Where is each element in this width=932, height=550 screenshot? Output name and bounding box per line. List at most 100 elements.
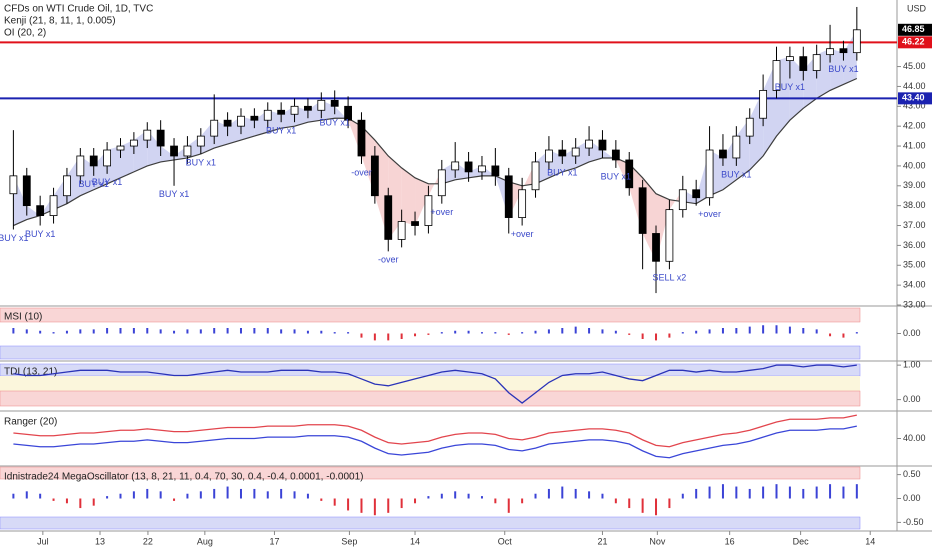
histogram-bar: [360, 498, 363, 513]
candle-body: [464, 161, 473, 173]
candle-body: [196, 135, 205, 147]
candle-body: [290, 105, 299, 115]
histogram-bar: [320, 330, 323, 334]
annotation: BUY x1: [186, 157, 216, 167]
histogram-bar: [293, 491, 296, 499]
y-tick-label: -0.50: [903, 517, 924, 527]
histogram-bar: [25, 491, 28, 499]
histogram-bar: [601, 493, 604, 499]
histogram-bar: [788, 486, 791, 499]
kenji-fill: [401, 167, 416, 226]
histogram-bar: [721, 328, 724, 334]
histogram-bar: [588, 491, 591, 499]
annotation: BUY x1: [320, 118, 350, 128]
histogram-bar: [360, 333, 363, 338]
histogram-bar: [199, 491, 202, 499]
histogram-bar: [735, 328, 738, 334]
y-tick-label: 39.00: [903, 180, 926, 190]
annotation: BUY x1: [828, 64, 858, 74]
histogram-bar: [146, 328, 149, 334]
indicator-title: Kenji (21, 8, 11, 1, 0.005): [4, 16, 116, 27]
histogram-bar: [614, 330, 617, 334]
candle-body: [799, 56, 808, 71]
histogram-bar: [494, 332, 497, 334]
candle-body: [585, 139, 593, 149]
candle-body: [665, 209, 674, 262]
histogram-bar: [92, 498, 95, 506]
candle-body: [437, 169, 446, 197]
pane-title: TDI (13, 21): [4, 367, 57, 378]
histogram-bar: [132, 328, 135, 334]
annotation: +over: [511, 229, 534, 239]
histogram-bar: [12, 493, 15, 499]
candle-body: [705, 149, 714, 199]
histogram-bar: [306, 493, 309, 499]
histogram-bar: [695, 330, 698, 334]
candle-body: [732, 135, 741, 159]
annotation: SELL x2: [653, 273, 687, 283]
candle-body: [652, 233, 660, 262]
y-tick-label: 42.00: [903, 121, 926, 131]
histogram-bar: [628, 498, 631, 509]
candle-body: [839, 48, 848, 54]
candle-body: [76, 155, 85, 177]
x-tick-label: Nov: [649, 536, 666, 546]
x-tick-label: Aug: [197, 536, 213, 546]
kenji-fill: [789, 56, 804, 121]
histogram-bar: [440, 332, 443, 334]
y-tick-label: 0.00: [903, 394, 921, 404]
histogram-bar: [333, 332, 336, 334]
histogram-bar: [668, 333, 671, 338]
x-tick-label: 17: [269, 536, 279, 546]
candle-body: [237, 115, 245, 127]
chart-title: CFDs on WTI Crude Oil, 1D, TVC: [4, 4, 153, 15]
histogram-bar: [534, 493, 537, 499]
candle-body: [370, 155, 379, 197]
histogram-bar: [521, 498, 524, 504]
histogram-bar: [159, 491, 162, 499]
annotation: BUY x1: [547, 167, 577, 177]
histogram-bar: [226, 328, 229, 334]
histogram-bar: [12, 328, 15, 334]
mega-lower-band: [0, 516, 861, 530]
level-label: 46.22: [902, 37, 925, 47]
candle-body: [571, 147, 580, 157]
histogram-bar: [547, 488, 550, 499]
histogram-bar: [400, 333, 403, 339]
candle-body: [625, 159, 634, 189]
candle-body: [545, 149, 553, 163]
histogram-bar: [507, 333, 510, 335]
candle-body: [183, 145, 192, 157]
histogram-bar: [106, 328, 109, 334]
histogram-bar: [748, 488, 751, 499]
histogram-bar: [829, 333, 832, 337]
histogram-bar: [347, 332, 350, 334]
candle-body: [63, 175, 71, 197]
histogram-bar: [213, 488, 216, 499]
histogram-bar: [173, 330, 176, 334]
histogram-bar: [614, 498, 617, 504]
histogram-bar: [788, 326, 791, 334]
histogram-bar: [333, 498, 336, 506]
histogram-bar: [414, 498, 417, 504]
candle-body: [143, 129, 152, 141]
annotation: BUY x1: [25, 229, 55, 239]
y-tick-label: 43.00: [903, 101, 926, 111]
histogram-bar: [708, 329, 711, 334]
histogram-bar: [39, 493, 42, 499]
candle-body: [638, 187, 647, 234]
candle-body: [678, 189, 687, 211]
candle-body: [250, 115, 259, 121]
annotation: +over: [430, 207, 453, 217]
histogram-bar: [601, 329, 604, 334]
last-price-badge: [898, 23, 932, 36]
candle-body: [478, 165, 486, 173]
annotation: -over: [378, 255, 399, 265]
histogram-bar: [681, 493, 684, 499]
pane-title: Idnistrade24 MegaOscillator (13, 8, 21, …: [4, 472, 363, 483]
histogram-bar: [454, 330, 457, 334]
candle-body: [330, 99, 339, 107]
histogram-bar: [708, 486, 711, 499]
annotation: BUY x1: [775, 82, 805, 92]
kenji-fill: [160, 146, 175, 162]
